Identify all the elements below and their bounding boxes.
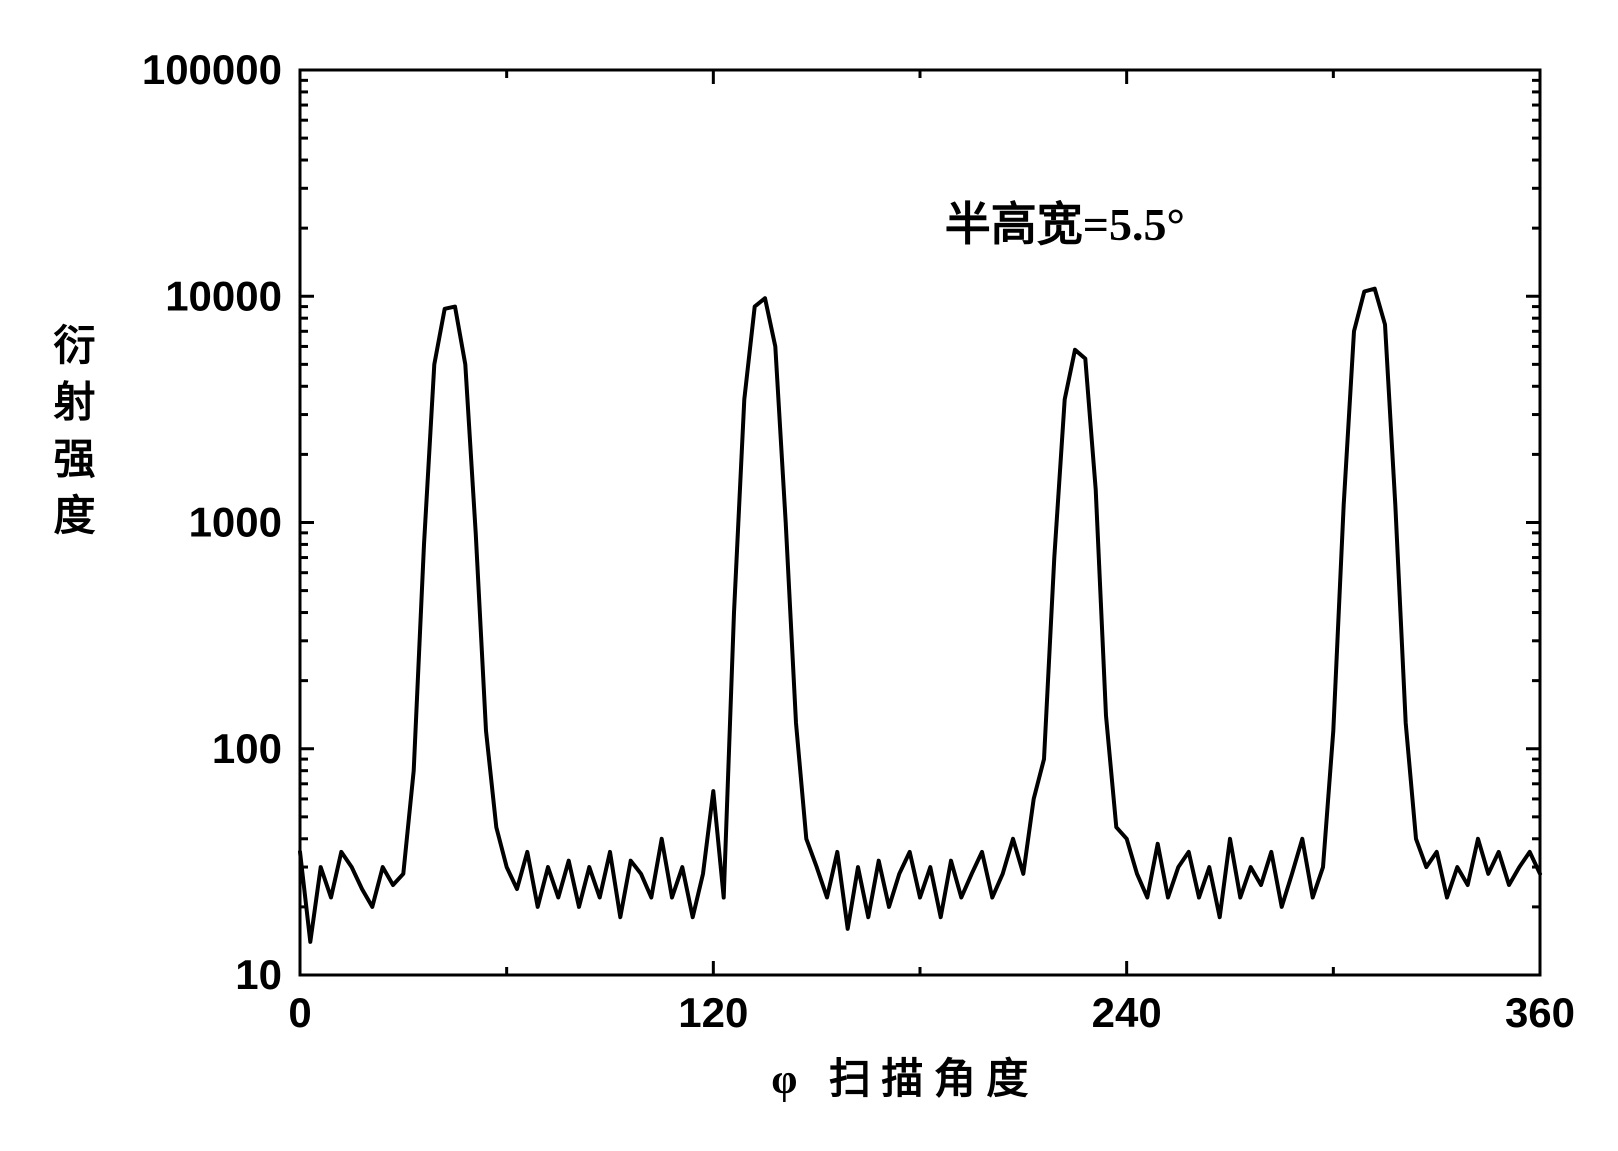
phi-scan-chart: 0 120 240 360 10 100 1000 10000 100000 衍射强度 φ 扫描… bbox=[0, 0, 1618, 1151]
svg-text:1000: 1000 bbox=[189, 499, 282, 546]
svg-text:100000: 100000 bbox=[142, 46, 282, 93]
svg-text:240: 240 bbox=[1092, 989, 1162, 1036]
fwhm-annotation: 半高宽=5.5° bbox=[945, 188, 1185, 254]
svg-text:0: 0 bbox=[288, 989, 311, 1036]
svg-text:120: 120 bbox=[678, 989, 748, 1036]
svg-text:10000: 10000 bbox=[165, 272, 282, 319]
chart-svg: 0 120 240 360 10 100 1000 10000 100000 bbox=[0, 0, 1618, 1151]
svg-text:100: 100 bbox=[212, 725, 282, 772]
x-axis-label: φ 扫描角度 bbox=[771, 1045, 1039, 1106]
svg-text:360: 360 bbox=[1505, 989, 1575, 1036]
svg-text:10: 10 bbox=[235, 951, 282, 998]
y-axis-label: 衍射强度 bbox=[40, 323, 101, 550]
